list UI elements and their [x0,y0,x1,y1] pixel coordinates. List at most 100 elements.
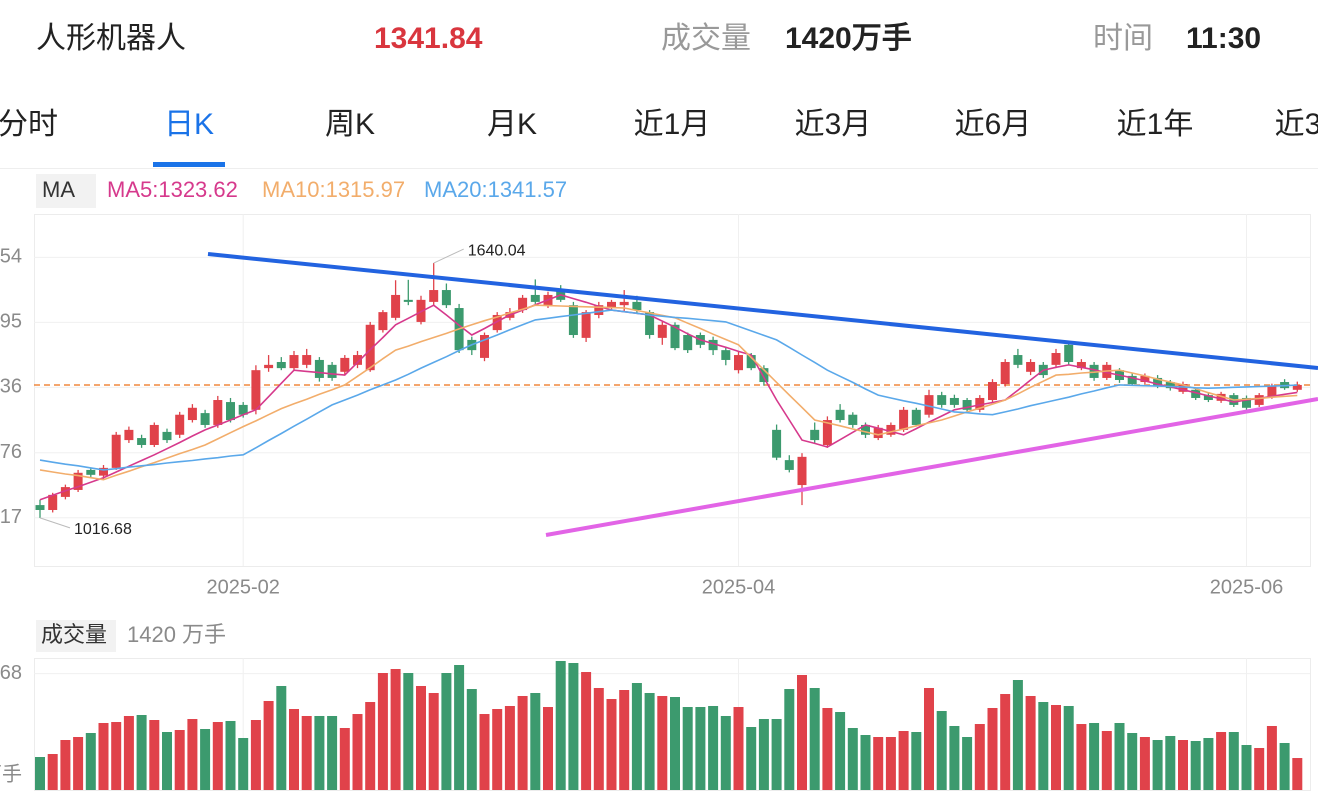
volume-bar [1266,725,1277,790]
volume-bar [530,692,541,790]
candle-body [657,324,667,338]
volume-bar [149,720,160,790]
volume-bar [314,715,325,790]
ma-line [39,309,1298,471]
candle-body [378,312,388,331]
volume-bar [1241,745,1252,790]
period-tab[interactable]: 周K [325,108,375,141]
period-tab[interactable]: 近6月 [955,108,1032,141]
period-tab[interactable]: 近3年 [1275,108,1318,141]
period-tab[interactable]: 日K [164,108,214,141]
legend-title: MA [42,177,75,202]
candle-body [746,355,756,369]
candle-body [530,294,540,302]
volume-bar [733,707,744,790]
volume-bar [1051,705,1061,790]
period-tabs: 分时 日K 周K 月K 近1月 近3月 近6月 近1年 近3年 [0,108,1318,167]
candle-body [353,355,362,365]
volume-bar [428,692,439,790]
candle-body [289,355,299,369]
price-panel: 1654 1495 1336 1176 1017 2025-02 2025-04 2025-0… [0,214,1310,790]
period-tab[interactable]: 近1年 [1117,108,1194,141]
candle-body [1140,375,1150,383]
volume-bar [441,672,452,790]
y-tick-label: 5168 [0,662,22,684]
volume-bar [860,735,871,790]
volume-bar [517,695,528,790]
volume-bar [212,722,223,790]
candle-body [391,294,401,318]
volume-bar [327,715,338,790]
volume-bar [936,710,947,790]
active-tab-indicator [153,162,225,167]
candle-body [1203,395,1213,401]
candle-body [607,301,616,309]
candle-body [200,413,210,425]
candle-body [873,427,883,439]
candle-body [899,409,909,430]
volume-bar [962,737,973,790]
candle-body [162,431,172,441]
last-price: 1341.84 [374,22,483,55]
volume-bar [758,719,769,790]
volume-bar [898,730,909,790]
volume-bar [708,705,719,790]
candle-body [213,400,223,425]
candle-body [264,364,274,369]
volume-bar [619,690,630,790]
candle-body [708,339,718,351]
candle-body [886,424,896,435]
ma-line [39,304,1298,481]
volume-bar [822,707,833,790]
period-tab[interactable]: 近1月 [634,108,711,141]
candle-body [619,301,629,306]
volume-bar [695,707,706,790]
legend: MA5:1323.62 MA10:1315.97 MA20:1341.57 [107,177,567,202]
volume-bar [885,737,896,790]
period-tab[interactable]: 近3月 [795,108,872,141]
support-trendline [545,397,1318,537]
volume-bar [492,709,503,790]
volume-bar [276,685,287,790]
volume-bar [352,714,363,790]
volume-bar [771,719,782,790]
volume-bar [263,700,274,790]
period-tab[interactable]: 分时 [0,108,58,141]
candle-body [1127,375,1137,385]
candle-body [822,420,832,445]
volume-bar [35,757,45,790]
volume-bar [187,719,198,790]
candle-body [73,472,83,490]
volume-bar [657,695,668,790]
volume-bar [47,754,58,790]
candle-body [1191,389,1201,398]
candle-body [772,429,782,458]
volume-bar [809,687,820,790]
volume-bar [225,720,236,790]
volume-bar [670,697,680,790]
volume-bar [1228,732,1239,790]
candle-body [861,424,870,435]
volume-bar [873,737,884,790]
candle-body [60,487,70,497]
period-tab[interactable]: 月K [487,108,537,141]
y-tick-label: 1176 [0,441,22,463]
volume-bar [581,672,592,790]
volume-bar [1254,747,1265,790]
candle-body [937,395,947,405]
volume-bar [746,727,757,790]
ma-line [39,294,1298,501]
candle-body [137,438,147,445]
resistance-trendline [207,252,1318,370]
candle-body [645,312,655,336]
volume-bar [454,665,465,790]
legend-entry: MA5:1323.62 [107,177,238,202]
time-caption: 时间 [1093,22,1153,55]
high-pointer [433,248,464,264]
x-tick-label: 2025-06 [1210,576,1283,598]
volume-bar [466,689,477,790]
volume-bar [568,662,579,790]
legend-entry: MA20:1341.57 [424,177,567,202]
y-tick-label: 1495 [0,311,22,333]
